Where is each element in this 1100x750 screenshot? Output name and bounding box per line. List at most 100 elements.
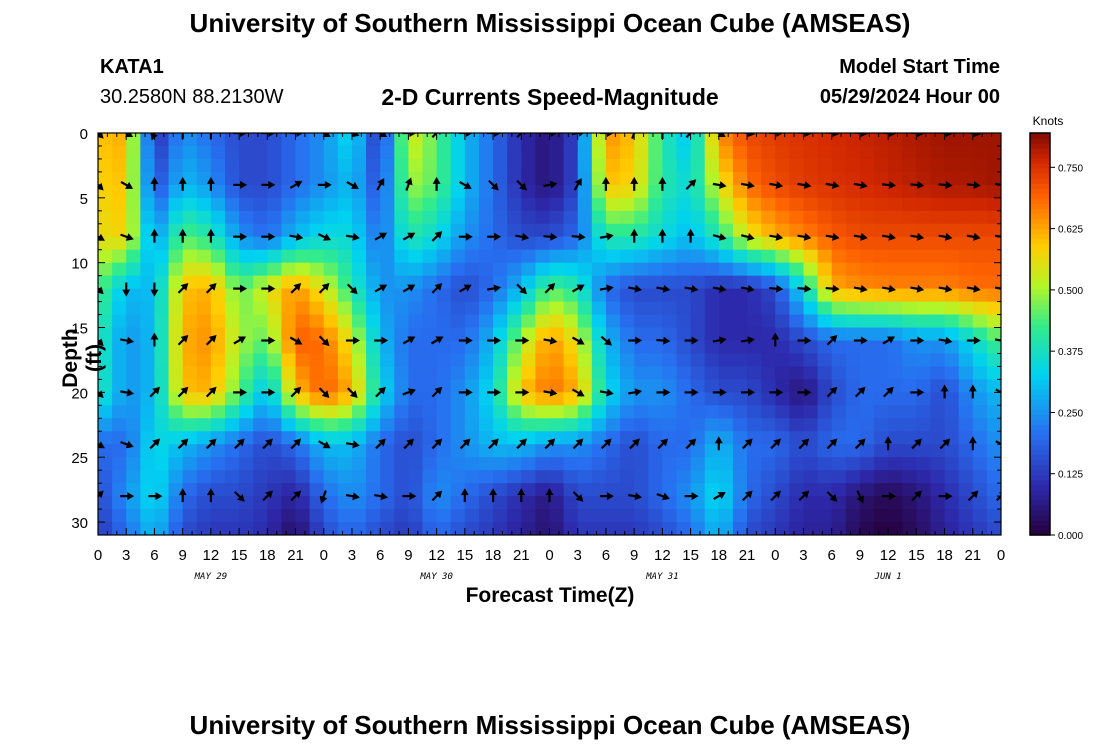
heatmap-cell: [775, 457, 790, 471]
heatmap-cell: [986, 366, 1001, 380]
heatmap-cell: [366, 223, 381, 238]
heatmap-cell: [859, 288, 875, 303]
heatmap-cell: [605, 392, 621, 406]
heatmap-cell: [859, 353, 875, 368]
heatmap-cell: [676, 223, 692, 238]
heatmap-cell: [182, 145, 198, 160]
heatmap-cell: [704, 392, 720, 406]
heatmap-cell: [182, 509, 198, 523]
heatmap-cell: [351, 314, 367, 329]
heatmap-cell: [972, 366, 988, 380]
station-id: KATA1: [100, 56, 164, 78]
current-arrow: [712, 336, 727, 345]
heatmap-cell: [761, 431, 776, 445]
heatmap-cell: [789, 379, 805, 393]
heatmap-cell: [337, 431, 353, 445]
arrow-head: [517, 488, 526, 496]
heatmap-cell: [972, 301, 988, 316]
heatmap-cell: [549, 158, 565, 173]
heatmap-cell: [295, 418, 311, 432]
heatmap-cell: [986, 210, 1001, 225]
heatmap-cell: [380, 470, 395, 484]
heatmap-cell: [676, 327, 692, 342]
heatmap-cell: [620, 223, 635, 238]
arrow-head: [489, 488, 498, 496]
heatmap-cell: [478, 457, 494, 471]
heatmap-cell: [648, 327, 663, 342]
heatmap-cell: [337, 262, 353, 277]
colorbar-segment: [1030, 369, 1050, 375]
heatmap-cell: [789, 262, 805, 277]
heatmap-cell: [605, 171, 621, 186]
heatmap-cell: [747, 392, 762, 406]
heatmap-cell: [747, 496, 762, 510]
heatmap-cell: [309, 353, 325, 368]
current-arrow: [374, 284, 388, 293]
heatmap-cell: [986, 444, 1001, 458]
heatmap-cell: [704, 210, 720, 225]
heatmap-cell: [577, 405, 593, 419]
heatmap-cell: [775, 223, 790, 238]
heatmap-cell: [267, 171, 283, 186]
heatmap-cell: [323, 379, 339, 393]
heatmap-cell: [845, 171, 861, 186]
heatmap-cell: [98, 522, 113, 535]
heatmap-cell: [549, 327, 565, 342]
heatmap-cell: [888, 496, 903, 510]
heatmap-cell: [902, 210, 917, 225]
heatmap-cell: [182, 483, 198, 497]
current-arrow: [601, 176, 610, 191]
heatmap-cell: [366, 379, 381, 393]
heatmap-cell: [535, 197, 551, 212]
heatmap-cell: [634, 353, 649, 368]
heatmap-cell: [817, 249, 833, 264]
arrow-head: [522, 388, 530, 397]
arrow-head: [434, 231, 443, 239]
current-arrow: [853, 284, 868, 293]
heatmap-cell: [817, 509, 833, 523]
heatmap-cell: [732, 470, 748, 484]
current-arrow: [769, 284, 784, 293]
arrow-head: [576, 284, 585, 292]
heatmap-cell: [126, 236, 141, 251]
heatmap-cell: [930, 379, 946, 393]
arrow-head: [521, 232, 530, 241]
heatmap-cell: [958, 171, 974, 186]
heatmap-cell: [902, 522, 917, 535]
colorbar-segment: [1030, 454, 1050, 461]
heatmap-cell: [493, 145, 508, 160]
current-arrow: [402, 133, 417, 137]
heatmap-cell: [126, 522, 141, 535]
heatmap-cell: [380, 418, 395, 432]
colorbar-segment: [1030, 213, 1050, 220]
heatmap-cell: [253, 353, 268, 368]
heatmap-cell: [493, 197, 508, 212]
heatmap-cell: [648, 301, 663, 316]
heatmap-cell: [845, 379, 861, 393]
arrow-head: [409, 133, 417, 137]
heatmap-cell: [210, 184, 226, 199]
arrow-shaft: [431, 133, 440, 139]
heatmap-cell: [154, 483, 170, 497]
heatmap-cell: [888, 210, 903, 225]
heatmap-cell: [930, 210, 946, 225]
arrow-head: [463, 181, 472, 189]
heatmap-cell: [577, 522, 593, 535]
heatmap-cell: [98, 314, 113, 329]
heatmap-cell: [351, 470, 367, 484]
heatmap-cell: [930, 457, 946, 471]
heatmap-cell: [436, 444, 452, 458]
heatmap-cell: [775, 405, 790, 419]
heatmap-cell: [676, 366, 692, 380]
heatmap-cell: [930, 249, 946, 264]
heatmap-cell: [986, 288, 1001, 303]
heatmap-cell: [450, 470, 466, 484]
heatmap-cell: [140, 379, 156, 393]
heatmap-cell: [394, 301, 410, 316]
current-arrow: [543, 180, 558, 189]
heatmap-cell: [620, 340, 635, 355]
heatmap-cell: [521, 418, 536, 432]
heatmap-cell: [845, 470, 861, 484]
heatmap-cell: [563, 145, 579, 160]
